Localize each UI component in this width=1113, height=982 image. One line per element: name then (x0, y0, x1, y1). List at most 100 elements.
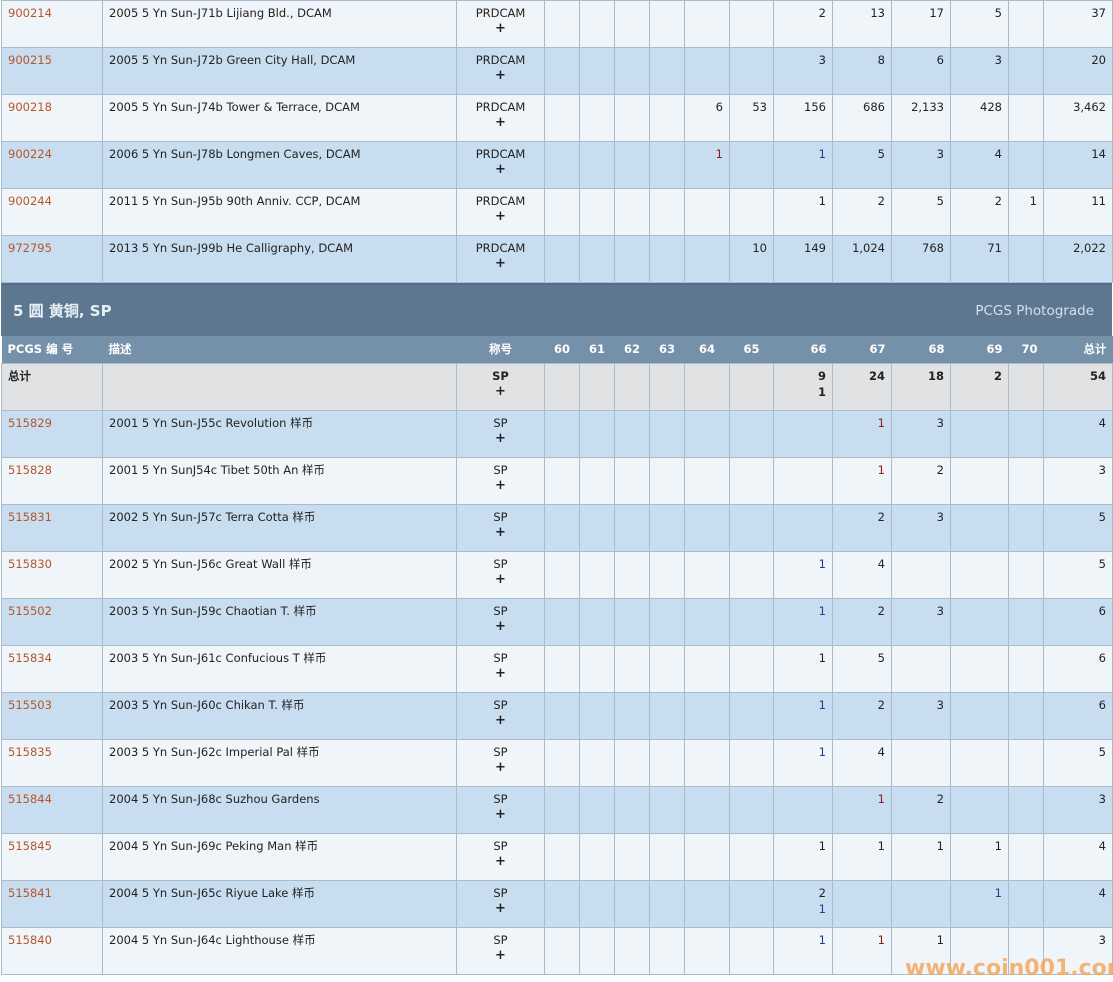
designation-cell: SP + (456, 456, 545, 505)
row-total: 3 (1098, 932, 1106, 947)
photograde-link[interactable]: PCGS Photograde (975, 302, 1094, 319)
designation-cell: SP + (456, 409, 545, 458)
pcgs-number-link[interactable]: 515828 (8, 462, 52, 477)
grade-62-cell (614, 879, 650, 928)
grade-count[interactable]: 1 (818, 697, 826, 712)
grade-61-cell (579, 879, 615, 928)
grade-65-cell (729, 832, 774, 881)
pcgs-number-link[interactable]: 515502 (8, 603, 52, 618)
grade-61-cell (579, 691, 615, 740)
row-total: 54 (1089, 368, 1106, 383)
pcgs-number-link[interactable]: 900244 (8, 194, 52, 208)
grade-count: 3 (994, 53, 1002, 67)
pcgs-number-link[interactable]: 515834 (8, 650, 52, 665)
designation: SP (493, 932, 508, 947)
grade-count: 2 (877, 603, 885, 618)
description-cell: 2004 5 Yn Sun-J69c Peking Man 样币 (102, 832, 457, 881)
grade-count: 3 (818, 53, 826, 67)
grade-63-cell (649, 597, 685, 646)
grade-61-cell (579, 47, 615, 95)
grade-68-cell: 18 (891, 362, 951, 411)
designation: SP (493, 838, 508, 853)
grade-count[interactable]: 1 (877, 932, 885, 947)
grade-count: 1 (818, 650, 826, 665)
grade-count[interactable]: 1 (877, 791, 885, 806)
table-row: 900244 2011 5 Yn Sun-J95b 90th Anniv. CCP… (1, 188, 1113, 236)
grade-count[interactable]: 1 (994, 885, 1002, 900)
row-total: 3,462 (1073, 100, 1106, 114)
grade-68-cell (891, 550, 951, 599)
grade-count: 8 (877, 53, 885, 67)
grade-68-cell: 6 (891, 47, 951, 95)
grade-count[interactable]: 1 (877, 462, 885, 477)
grade-67-cell: 686 (832, 94, 892, 142)
grade-62-cell (614, 550, 650, 599)
grade-count: 1 (936, 838, 944, 853)
table-row: 515844 2004 5 Yn Sun-J68c Suzhou Gardens S… (1, 785, 1113, 834)
grade-count: 2 (994, 194, 1002, 208)
pcgs-number-link[interactable]: 515829 (8, 415, 52, 430)
grade-count: 1,024 (852, 241, 885, 255)
designation: PRDCAM (475, 6, 526, 20)
row-total: 6 (1098, 603, 1106, 618)
grade-count: 2 (936, 791, 944, 806)
designation-cell: PRDCAM + (456, 235, 545, 283)
grade-61-cell (579, 235, 615, 283)
column-header-grade-70: 70 (1008, 336, 1044, 363)
grade-count[interactable]: 1 (818, 932, 826, 947)
row-total: 11 (1091, 194, 1106, 208)
grade-count: 71 (987, 241, 1002, 255)
pcgs-number-link[interactable]: 515831 (8, 509, 52, 524)
pcgs-number-link[interactable]: 900215 (8, 53, 52, 67)
grade-count[interactable]: 1 (818, 556, 826, 571)
grade-61-cell (579, 738, 615, 787)
designation-cell: SP + (456, 597, 545, 646)
grade-70-cell (1008, 832, 1044, 881)
designation: SP (493, 885, 508, 900)
pcgs-cell: 515831 (1, 503, 103, 552)
designation: SP (493, 556, 508, 571)
grade-count[interactable]: 1 (818, 603, 826, 618)
grade-60-cell (544, 456, 580, 505)
grade-63-cell (649, 832, 685, 881)
grade-count: 156 (804, 100, 826, 114)
total-label: 总计 (8, 368, 31, 383)
description-cell: 2003 5 Yn Sun-J59c Chaotian T. 样币 (102, 597, 457, 646)
grade-count: 9 (817, 368, 826, 383)
pcgs-number-link[interactable]: 900218 (8, 100, 52, 114)
row-total: 6 (1098, 697, 1106, 712)
grade-67-cell: 24 (832, 362, 892, 411)
grade-63-cell (649, 926, 685, 975)
grade-68-cell: 3 (891, 691, 951, 740)
pcgs-number-link[interactable]: 972795 (8, 241, 52, 255)
grade-66-cell: 156 (773, 94, 833, 142)
designation-cell: PRDCAM + (456, 188, 545, 236)
grade-67-cell: 1 (832, 409, 892, 458)
pcgs-number-link[interactable]: 515835 (8, 744, 52, 759)
pcgs-number-link[interactable]: 515845 (8, 838, 52, 853)
grade-65-cell (729, 0, 774, 48)
coin-description: 2005 5 Yn Sun-J72b Green City Hall, DCAM (109, 53, 356, 67)
designation-cell: PRDCAM + (456, 141, 545, 189)
description-cell: 2005 5 Yn Sun-J74b Tower & Terrace, DCAM (102, 94, 457, 142)
pcgs-number-link[interactable]: 900214 (8, 6, 52, 20)
grade-count[interactable]: 1 (818, 744, 826, 759)
grade-count[interactable]: 1 (877, 415, 885, 430)
grade-64-cell (684, 456, 730, 505)
pcgs-number-link[interactable]: 515844 (8, 791, 52, 806)
grade-69-cell (950, 409, 1009, 458)
grade-60-cell (544, 0, 580, 48)
grade-count[interactable]: 1 (818, 147, 826, 161)
pcgs-number-link[interactable]: 515840 (8, 932, 52, 947)
table-row: 972795 2013 5 Yn Sun-J99b He Calligraphy,… (1, 235, 1113, 283)
designation-cell: SP + (456, 362, 545, 411)
pcgs-number-link[interactable]: 900224 (8, 147, 52, 161)
pcgs-number-link[interactable]: 515830 (8, 556, 52, 571)
pcgs-number-link[interactable]: 515503 (8, 697, 52, 712)
row-total: 4 (1098, 838, 1106, 853)
grade-64-cell (684, 926, 730, 975)
pcgs-number-link[interactable]: 515841 (8, 885, 52, 900)
grade-count[interactable]: 1 (715, 147, 723, 161)
